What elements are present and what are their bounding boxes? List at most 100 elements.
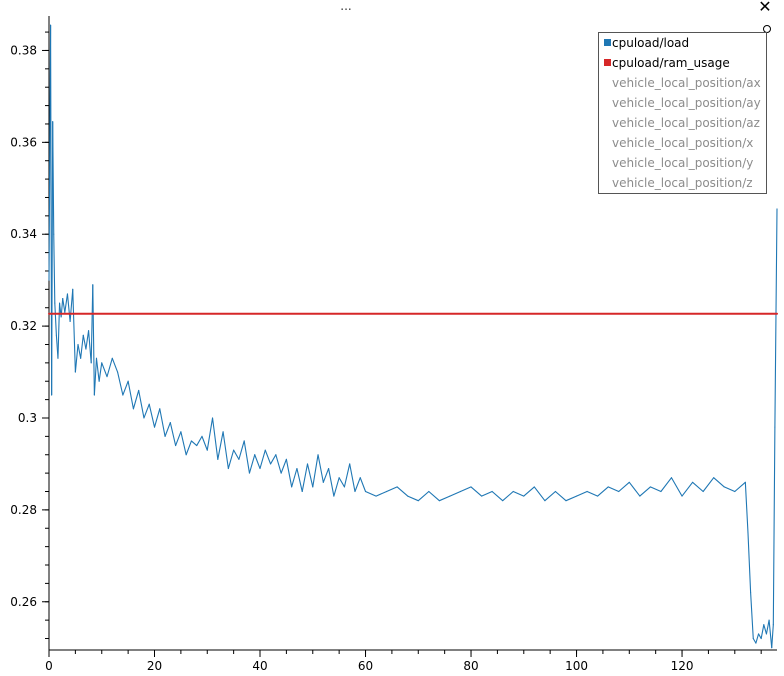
- series-segment: [254, 454, 261, 470]
- series-segment: [544, 490, 556, 502]
- series-segment: [264, 449, 272, 465]
- series-segment: [757, 633, 762, 640]
- series-segment: [238, 440, 245, 460]
- series-segment: [275, 454, 282, 474]
- series-segment: [169, 422, 177, 447]
- legend-item-vlp-az[interactable]: vehicle_local_position/az: [599, 113, 766, 133]
- series-segment: [296, 467, 303, 493]
- series-segment: [64, 293, 69, 313]
- series-segment: [755, 633, 760, 644]
- series-segment: [164, 422, 171, 437]
- series-segment: [196, 435, 203, 447]
- series-segment: [407, 495, 419, 502]
- x-tick-label: 60: [358, 659, 373, 673]
- x-tick-label: 120: [671, 659, 694, 673]
- legend: cpuload/load cpuload/ram_usage vehicle_l…: [598, 32, 767, 194]
- series-segment: [607, 486, 620, 493]
- series-segment: [734, 481, 746, 493]
- series-segment: [618, 481, 630, 493]
- legend-label: vehicle_local_position/ay: [612, 96, 761, 110]
- series-segment: [438, 495, 451, 502]
- legend-label: cpuload/ram_usage: [612, 56, 730, 70]
- series-segment: [750, 592, 754, 640]
- y-tick-label: 0.26: [10, 595, 37, 609]
- series-segment: [375, 490, 388, 497]
- series-segment: [93, 357, 98, 396]
- series-segment: [82, 334, 87, 350]
- legend-label: vehicle_local_position/az: [612, 116, 760, 130]
- series-segment: [233, 449, 240, 460]
- series-segment: [175, 431, 182, 447]
- series-segment: [217, 431, 224, 460]
- series-segment: [752, 637, 757, 644]
- series-segment: [639, 486, 651, 497]
- series-segment: [62, 297, 66, 313]
- series-segment: [772, 426, 776, 626]
- series-segment: [343, 463, 351, 488]
- series-segment: [760, 624, 765, 640]
- series-segment: [597, 486, 609, 497]
- series-segment: [768, 619, 773, 649]
- series-segment: [774, 208, 778, 428]
- legend-item-cpuload-ram-usage[interactable]: cpuload/ram_usage: [599, 53, 766, 73]
- series-segment: [95, 357, 100, 382]
- series-segment: [57, 302, 61, 359]
- legend-swatch-cpuload-ram-usage: [604, 59, 611, 66]
- series-segment: [459, 486, 472, 493]
- legend-item-vlp-y[interactable]: vehicle_local_position/y: [599, 153, 766, 173]
- series-segment: [180, 431, 187, 456]
- series-segment: [51, 121, 54, 396]
- legend-item-vlp-ay[interactable]: vehicle_local_position/ay: [599, 93, 766, 113]
- series-segment: [349, 463, 356, 493]
- series-segment: [449, 490, 462, 497]
- legend-item-cpuload-load[interactable]: cpuload/load: [599, 33, 766, 53]
- menu-dots-icon[interactable]: ...: [340, 0, 352, 13]
- series-segment: [692, 481, 704, 493]
- series-segment: [53, 233, 56, 304]
- series-segment: [222, 431, 229, 470]
- series-segment: [744, 481, 749, 534]
- series-segment: [649, 486, 662, 493]
- y-tick-label: 0.34: [10, 227, 37, 241]
- series-segment: [66, 293, 71, 323]
- series-segment: [248, 454, 256, 474]
- y-tick-label: 0.38: [10, 43, 37, 57]
- series-segment: [85, 330, 90, 350]
- series-segment: [502, 490, 514, 502]
- series-cpuload-load: [48, 24, 778, 649]
- series-segment: [52, 121, 55, 235]
- legend-item-vlp-ax[interactable]: vehicle_local_position/ax: [599, 73, 766, 93]
- series-segment: [92, 284, 95, 396]
- series-segment: [132, 389, 140, 410]
- series-segment: [747, 532, 752, 594]
- legend-label: cpuload/load: [612, 36, 690, 50]
- legend-item-vlp-x[interactable]: vehicle_local_position/x: [599, 133, 766, 153]
- series-segment: [148, 403, 156, 428]
- series-segment: [291, 467, 298, 488]
- legend-item-vlp-z[interactable]: vehicle_local_position/z: [599, 173, 766, 193]
- legend-swatch-cpuload-load: [604, 39, 611, 46]
- series-segment: [681, 481, 694, 497]
- series-segment: [77, 343, 82, 359]
- close-icon[interactable]: ✕: [758, 0, 772, 16]
- series-segment: [69, 288, 74, 323]
- series-segment: [533, 486, 546, 502]
- series-segment: [328, 467, 335, 497]
- resize-handle[interactable]: [763, 25, 771, 33]
- x-tick-label: 0: [45, 659, 53, 673]
- series-segment: [470, 486, 483, 497]
- series-segment: [301, 463, 309, 493]
- series-segment: [306, 463, 314, 488]
- legend-label: vehicle_local_position/x: [612, 136, 754, 150]
- series-segment: [565, 495, 578, 502]
- y-tick-label: 0.36: [10, 135, 37, 149]
- series-segment: [117, 371, 124, 396]
- series-segment: [417, 490, 430, 502]
- series-segment: [512, 490, 525, 497]
- y-tick-label: 0.32: [10, 319, 37, 333]
- series-segment: [713, 477, 725, 488]
- series-segment: [143, 403, 150, 419]
- series-segment: [670, 477, 683, 497]
- x-tick-label: 80: [463, 659, 478, 673]
